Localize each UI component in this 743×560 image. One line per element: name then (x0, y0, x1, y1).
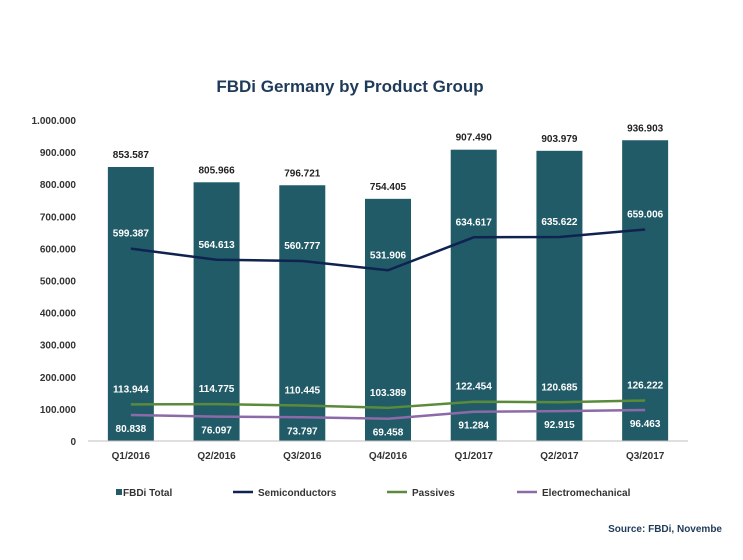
data-label: 907.490 (456, 133, 493, 144)
y-axis: 0 100.000 200.000 300.000 400.000 500.000 600.… (32, 116, 77, 448)
data-label: 560.777 (284, 241, 321, 252)
y-tick-label: 300.000 (40, 341, 77, 352)
data-label: 903.979 (541, 134, 578, 145)
data-label: 69.458 (373, 428, 404, 439)
x-tick-label: Q1/2016 (112, 451, 151, 462)
legend-label: Electromechanical (542, 488, 631, 499)
legend-swatch (116, 489, 122, 495)
data-label: 114.775 (199, 384, 235, 395)
bar (107, 166, 154, 441)
data-label: 92.915 (544, 420, 575, 431)
x-tick-label: Q2/2016 (197, 451, 236, 462)
data-label: 796.721 (284, 168, 321, 179)
data-label: 936.903 (627, 123, 664, 134)
bar-series (107, 140, 669, 441)
bar (365, 198, 411, 441)
data-label: 122.454 (456, 382, 493, 393)
bar (622, 140, 669, 441)
x-tick-label: Q3/2016 (283, 451, 322, 462)
bar (193, 182, 240, 441)
x-tick-label: Q2/2017 (540, 451, 579, 462)
data-label: 599.387 (113, 229, 150, 240)
y-tick-label: 200.000 (40, 373, 77, 384)
data-labels: 853.587 805.966 796.721 754.405 907.490 903.9… (113, 123, 664, 438)
y-tick-label: 600.000 (40, 244, 77, 255)
y-tick-label: 100.000 (40, 405, 77, 416)
chart-title: FBDi Germany by Product Group (216, 77, 483, 96)
data-label: 76.097 (201, 426, 232, 437)
data-label: 564.613 (198, 240, 235, 251)
source-note: Source: FBDi, Novembe (608, 524, 722, 535)
data-label: 634.617 (456, 217, 493, 228)
y-tick-label: 1.000.000 (32, 116, 77, 127)
y-tick-label: 700.000 (40, 212, 77, 223)
y-tick-label: 0 (70, 437, 76, 448)
y-tick-label: 900.000 (40, 148, 77, 159)
y-tick-label: 500.000 (40, 277, 77, 288)
data-label: 103.389 (370, 388, 407, 399)
data-label: 120.685 (541, 382, 578, 393)
x-tick-label: Q4/2016 (369, 451, 408, 462)
data-label: 126.222 (627, 380, 664, 391)
legend-label: FBDi Total (123, 488, 172, 499)
legend-label: Semiconductors (258, 488, 337, 499)
data-label: 805.966 (198, 165, 235, 176)
legend-label: Passives (412, 488, 455, 499)
x-tick-label: Q3/2017 (626, 451, 665, 462)
data-label: 853.587 (113, 150, 150, 161)
x-axis: Q1/2016 Q2/2016 Q3/2016 Q4/2016 Q1/2017 Q2/20… (88, 440, 688, 462)
data-label: 96.463 (630, 419, 661, 430)
bar (450, 149, 497, 441)
legend: FBDi Total Semiconductors Passives Electrom… (116, 488, 631, 499)
data-label: 80.838 (116, 424, 147, 435)
series-line (130, 408, 646, 420)
series-line (130, 228, 646, 272)
data-label: 635.622 (541, 217, 578, 228)
line-series (130, 228, 646, 420)
bar (279, 185, 326, 441)
data-label: 73.797 (287, 426, 318, 437)
data-label: 91.284 (458, 421, 489, 432)
series-line (130, 399, 646, 410)
data-label: 659.006 (627, 209, 664, 220)
data-label: 531.906 (370, 250, 407, 261)
data-label: 754.405 (370, 182, 407, 193)
data-label: 113.944 (113, 384, 149, 395)
x-tick-label: Q1/2017 (455, 451, 494, 462)
data-label: 110.445 (284, 386, 320, 397)
y-tick-label: 400.000 (40, 309, 77, 320)
bar (536, 150, 583, 441)
y-tick-label: 800.000 (40, 180, 77, 191)
